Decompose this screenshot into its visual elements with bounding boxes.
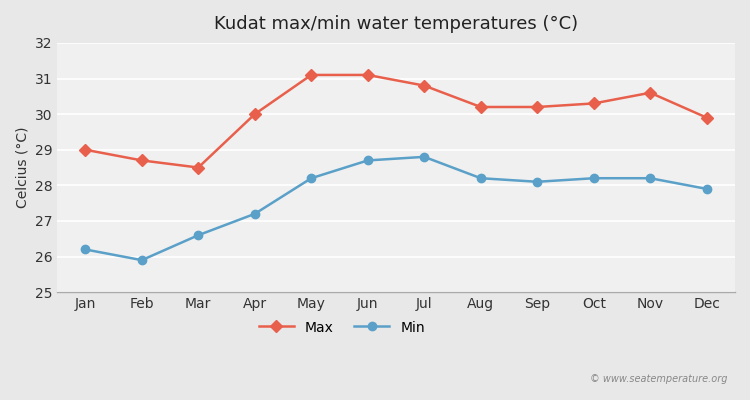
Line: Max: Max [81,71,711,172]
Legend: Max, Min: Max, Min [254,315,430,340]
Max [81,147,90,152]
Min [137,258,146,262]
Text: © www.seatemperature.org: © www.seatemperature.org [590,374,728,384]
Min [363,158,372,163]
Max [307,72,316,77]
Max [137,158,146,163]
Min [81,247,90,252]
Min [194,233,202,238]
Max [420,83,429,88]
Min [420,154,429,159]
Min [307,176,316,181]
Max [702,115,711,120]
Min [476,176,485,181]
Min [251,212,260,216]
Max [590,101,598,106]
Max [251,112,260,116]
Min [532,179,542,184]
Max [363,72,372,77]
Y-axis label: Celcius (°C): Celcius (°C) [15,127,29,208]
Min [702,186,711,191]
Min [590,176,598,181]
Title: Kudat max/min water temperatures (°C): Kudat max/min water temperatures (°C) [214,15,578,33]
Max [532,104,542,109]
Max [646,90,655,95]
Max [476,104,485,109]
Line: Min: Min [81,153,711,264]
Min [646,176,655,181]
Max [194,165,202,170]
